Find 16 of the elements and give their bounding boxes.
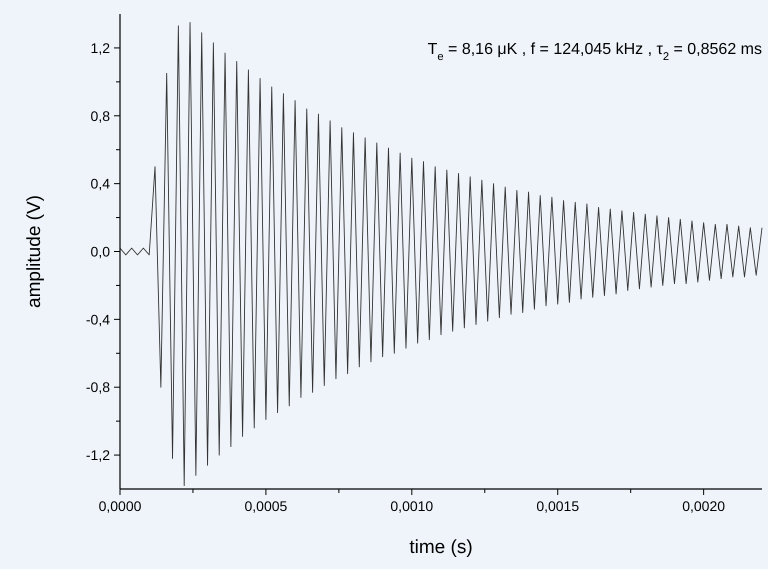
x-tick-label: 0,0005 (244, 498, 288, 514)
annotation: T$_{e}$ = 8,16 μK , f = 124,045 kHz , τ$_{2}$ = 0,8562 ms (428, 41, 762, 63)
x-tick-label: 0,0020 (682, 498, 726, 514)
y-tick-label: -0,4 (86, 311, 110, 328)
x-axis-title: time (s) (409, 537, 473, 558)
y-tick-label: -1,2 (86, 447, 110, 464)
x-tick-label: 0,0010 (390, 498, 434, 514)
y-axis-title: amplitude (V) (24, 195, 45, 308)
x-tick-label: 0,0000 (98, 498, 142, 514)
x-tick-label: 0,0015 (536, 498, 580, 514)
y-tick-label: 0,4 (90, 176, 110, 192)
y-tick-label: 1,2 (90, 40, 110, 56)
y-tick-label: 0,0 (90, 244, 110, 260)
y-tick-label: -0,8 (86, 379, 110, 396)
line-series (120, 22, 762, 486)
y-tick-label: 0,8 (90, 108, 110, 124)
